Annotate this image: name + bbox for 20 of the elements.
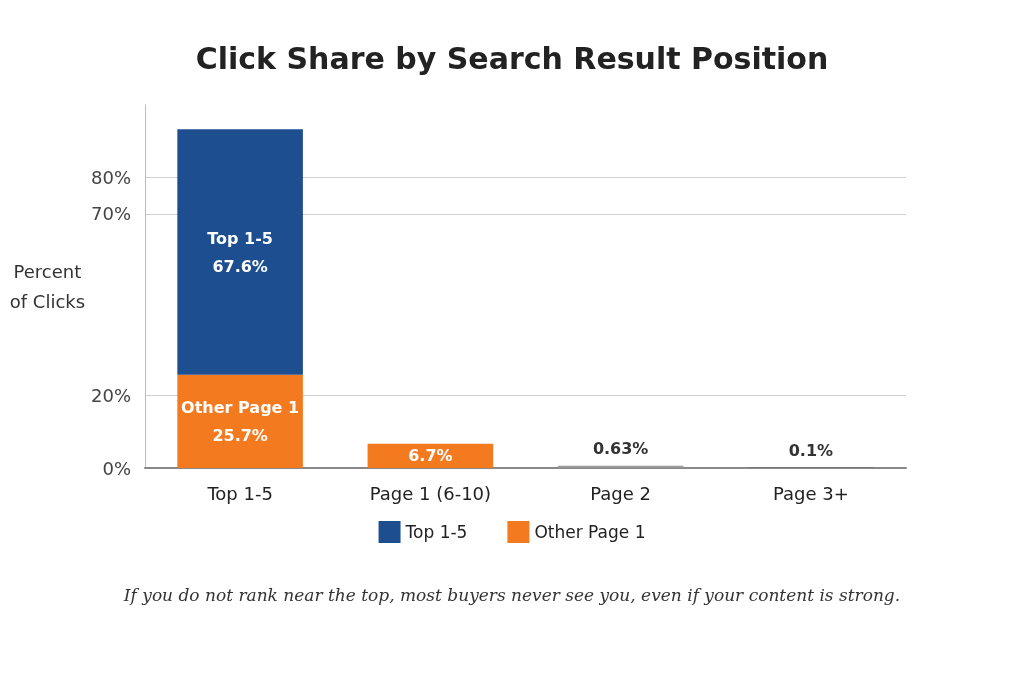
- bar: [177, 374, 303, 468]
- data-label: 0.63%: [592, 439, 649, 459]
- legend-label: Top 1-5: [404, 522, 468, 542]
- data-label: 6.7%: [408, 446, 453, 466]
- y-axis-title: Percent of Clicks: [9, 261, 86, 312]
- x-tick-label: Page 1 (6-10): [369, 482, 492, 504]
- y-tick-label: 20%: [90, 384, 131, 406]
- text: If you do not rank near the top, most buyers never see you, even if your content is strong.: [122, 584, 901, 605]
- x-tick-label: Page 2: [590, 482, 651, 504]
- chart-title: Click Share by Search Result Position: [195, 40, 829, 76]
- data-label: 0.1%: [788, 441, 834, 461]
- data-label: Top 1-5 67.6%: [207, 228, 273, 276]
- data-label: Other Page 1 25.7%: [181, 397, 300, 445]
- y-tick-label: 80%: [90, 167, 131, 189]
- y-tick-label: 0%: [102, 457, 131, 479]
- x-tick-label: Page 3+: [772, 482, 849, 504]
- y-tick-label: 70%: [90, 203, 131, 225]
- x-tick-label: Top 1-5: [206, 482, 273, 504]
- bar: [177, 129, 303, 375]
- legend-label: Other Page 1: [534, 522, 646, 542]
